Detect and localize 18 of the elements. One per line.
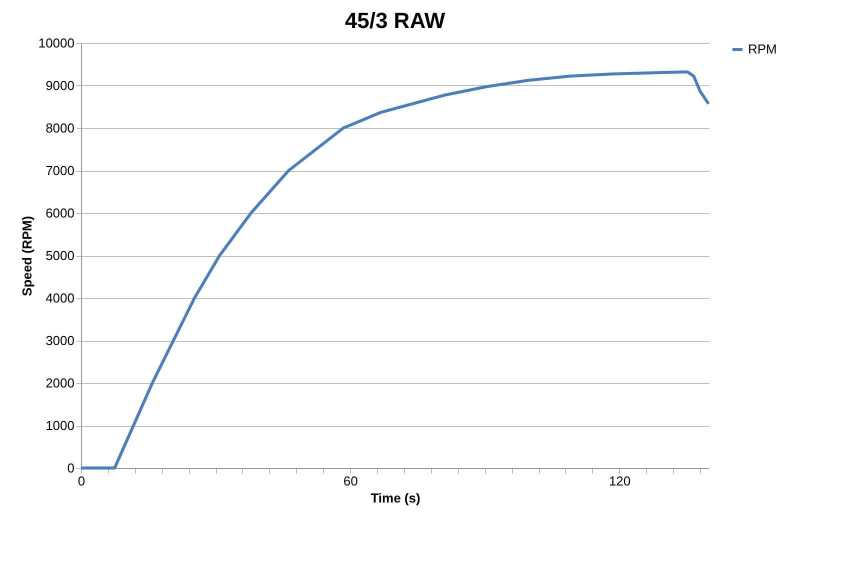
y-tick-label: 4000: [46, 290, 74, 306]
y-tick-label: 3000: [46, 333, 74, 348]
y-axis-title: Speed (RPM): [19, 216, 34, 296]
legend-label: RPM: [748, 42, 777, 56]
y-tick-label: 7000: [46, 163, 74, 178]
y-tick-label: 1000: [46, 418, 74, 433]
y-tick-label: 6000: [46, 206, 74, 220]
x-tick-label: 120: [608, 474, 631, 488]
y-tick-label: 2000: [46, 376, 74, 390]
y-tick-label: 5000: [46, 248, 74, 263]
x-axis-title: Time (s): [370, 490, 420, 506]
x-tick-label: 60: [343, 474, 358, 488]
y-tick-label: 9000: [46, 78, 74, 93]
y-tick-label: 10000: [38, 36, 74, 50]
x-tick-label: 0: [78, 474, 86, 488]
chart-title: 45/3 RAW: [344, 8, 446, 33]
y-tick-label: 8000: [46, 120, 74, 136]
y-tick-label: 0: [67, 460, 74, 476]
